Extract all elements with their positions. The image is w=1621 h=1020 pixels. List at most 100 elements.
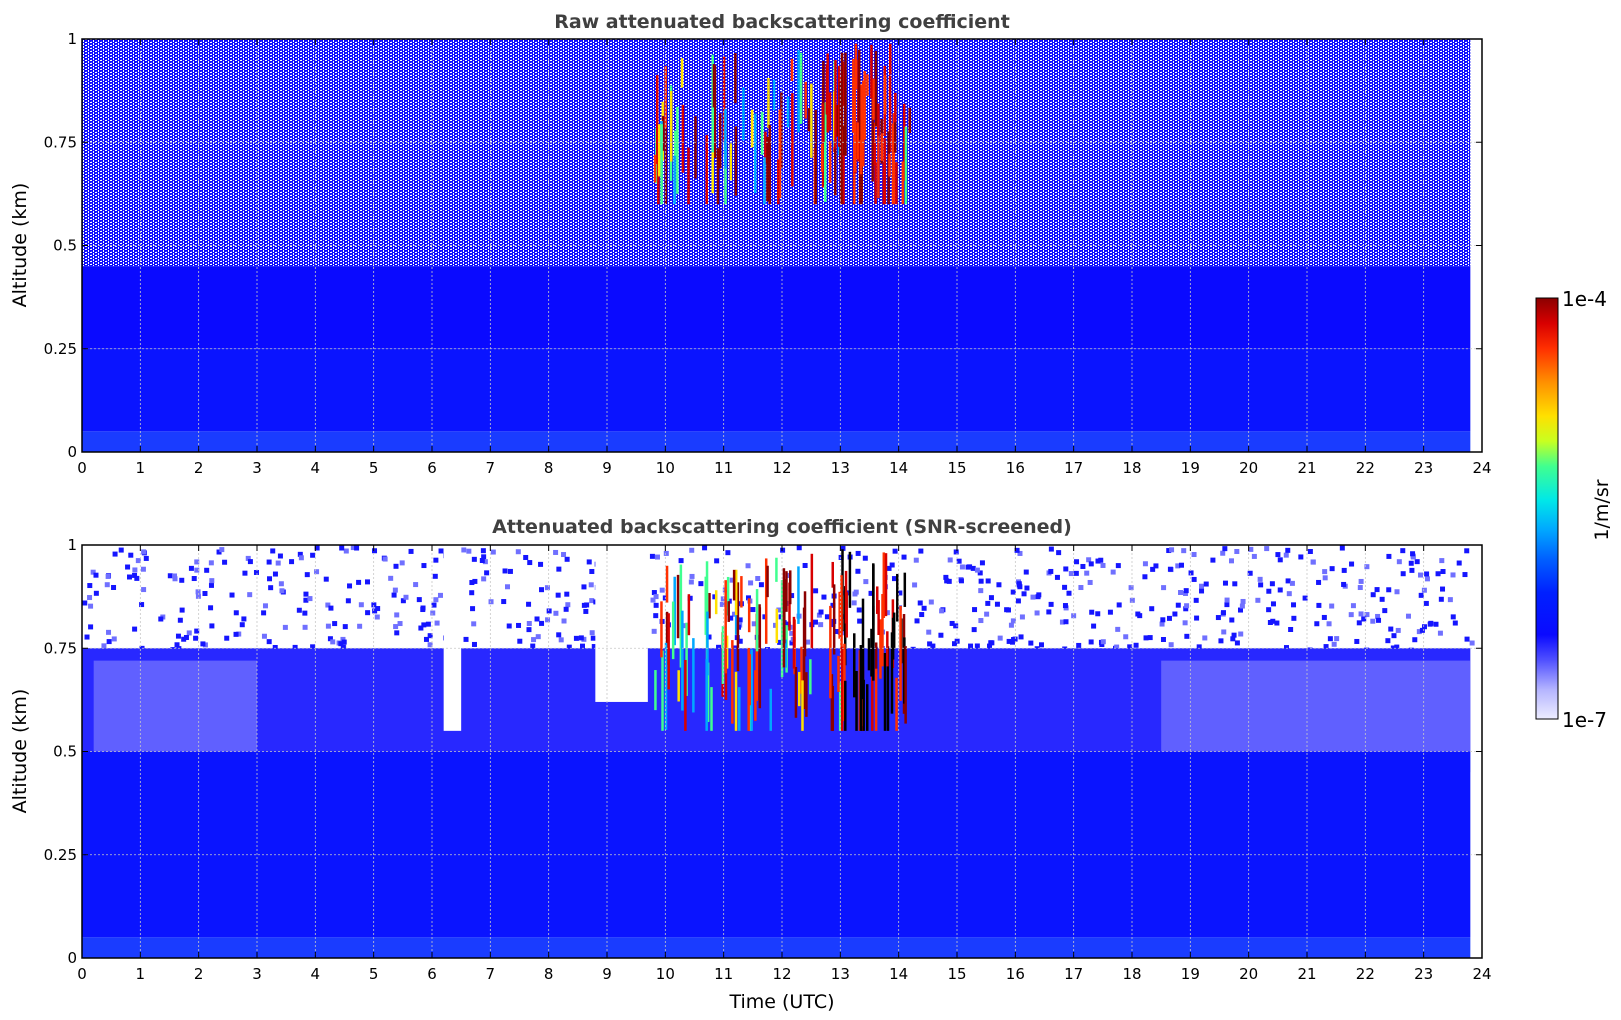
screened-pixel: [789, 630, 795, 636]
y-tick-label: 0.75: [44, 133, 77, 151]
screened-pixel: [978, 618, 984, 624]
screened-pixel: [127, 574, 133, 580]
cloud-return: [685, 622, 688, 696]
screened-pixel: [224, 635, 230, 641]
cloud-return: [669, 90, 673, 162]
screened-pixel: [1310, 559, 1316, 565]
x-tick-label: 21: [1297, 459, 1316, 477]
screened-pixel: [245, 555, 251, 561]
screened-pixel: [488, 599, 494, 605]
screened-pixel: [195, 593, 201, 599]
screened-pixel: [1071, 613, 1077, 619]
screened-pixel: [919, 612, 925, 618]
screened-pixel: [310, 552, 316, 558]
screened-pixel: [553, 610, 559, 616]
screened-pixel: [780, 547, 786, 553]
screened-pixel: [985, 578, 991, 584]
panel-raw: Raw attenuated backscattering coefficien…: [9, 11, 1492, 477]
screened-pixel: [345, 598, 351, 604]
screened-pixel: [561, 618, 567, 624]
screened-pixel: [1086, 557, 1092, 563]
screened-pixel: [239, 622, 245, 628]
cloud-return: [727, 601, 730, 622]
screened-pixel: [1012, 636, 1018, 642]
cloud-return: [724, 109, 727, 169]
cloud-return: [890, 632, 894, 714]
cloud-return: [788, 582, 791, 631]
cloud-return: [840, 52, 844, 130]
screened-pixel: [87, 595, 93, 601]
cloud-return: [725, 635, 729, 669]
screened-pixel: [988, 595, 994, 601]
screened-pixel: [167, 573, 173, 579]
screened-pixel: [1063, 566, 1069, 572]
screened-pixel: [745, 563, 751, 569]
screened-pixel: [112, 551, 118, 557]
screened-pixel: [546, 608, 552, 614]
screened-pixel: [1239, 603, 1245, 609]
x-tick-label: 10: [656, 965, 675, 983]
screened-pixel: [1181, 548, 1187, 554]
screened-pixel: [1316, 602, 1322, 608]
screened-pixel: [172, 573, 178, 579]
screened-pixel: [591, 644, 597, 650]
cloud-return: [844, 67, 847, 133]
screened-pixel: [1115, 626, 1121, 632]
screened-pixel: [177, 617, 183, 623]
cloud-return: [674, 130, 677, 159]
screened-pixel: [278, 581, 284, 587]
screened-pixel: [1364, 564, 1370, 570]
screened-pixel: [918, 548, 924, 554]
cloud-return: [799, 52, 803, 124]
x-tick-label: 10: [656, 459, 675, 477]
screened-pixel: [949, 620, 955, 626]
screened-pixel: [371, 602, 377, 608]
screened-pixel: [1394, 589, 1400, 595]
screened-pixel: [179, 577, 185, 583]
screened-pixel: [1283, 645, 1289, 651]
cloud-return: [710, 687, 713, 731]
screened-pixel: [325, 623, 331, 629]
cloud-return: [664, 113, 668, 205]
screened-pixel: [461, 547, 467, 553]
screened-pixel: [340, 644, 346, 650]
cloud-return: [706, 611, 709, 676]
screened-pixel: [279, 588, 285, 594]
cloud-return: [844, 680, 847, 731]
cloud-return: [814, 109, 817, 205]
y-tick-label: 0.5: [53, 743, 77, 761]
cloud-return: [766, 136, 769, 202]
cloud-return: [904, 646, 907, 724]
cloud-return: [840, 575, 843, 666]
screened-pixel: [928, 599, 934, 605]
screened-pixel: [1095, 611, 1101, 617]
screened-pixel: [851, 600, 857, 606]
screened-pixel: [358, 602, 364, 608]
screened-pixel: [1322, 575, 1328, 581]
cloud-return: [797, 50, 800, 133]
cloud-return: [753, 113, 757, 194]
screened-pixel: [466, 548, 472, 554]
screened-pixel: [531, 637, 537, 643]
cloud-return: [838, 591, 841, 639]
screened-pixel: [188, 565, 194, 571]
screened-pixel: [852, 591, 858, 597]
screened-pixel: [555, 592, 561, 598]
x-tick-label: 21: [1297, 965, 1316, 983]
x-tick-label: 12: [772, 459, 791, 477]
screened-pixel: [139, 602, 145, 608]
screened-pixel: [374, 614, 380, 620]
screened-pixel: [1222, 580, 1228, 586]
colorbar-max-label: 1e-4: [1562, 287, 1607, 311]
screened-pixel: [1439, 558, 1445, 564]
cloud-return: [883, 652, 887, 731]
screened-pixel: [1068, 571, 1074, 577]
cloud-return: [874, 668, 878, 731]
cloud-return: [859, 84, 863, 175]
screened-pixel: [1462, 572, 1468, 578]
cloud-return: [866, 74, 869, 96]
screened-pixel: [1286, 591, 1292, 597]
screened-pixel: [821, 594, 827, 600]
cloud-return: [778, 109, 782, 199]
screened-pixel: [327, 636, 333, 642]
